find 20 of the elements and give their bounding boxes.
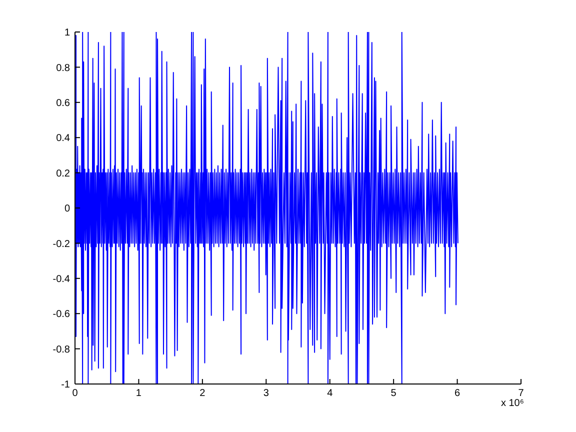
- y-tick-label: -0.8: [52, 344, 70, 356]
- x-tick-label: 4: [327, 388, 334, 400]
- x-tick-label: 6: [454, 388, 461, 400]
- y-tick-label: 1: [64, 28, 70, 39]
- x-tick-label: 5: [390, 388, 397, 400]
- y-tick-label: 0.2: [56, 168, 70, 180]
- y-tick-label: 0: [64, 204, 70, 215]
- text: x 10⁶: [500, 398, 524, 409]
- y-tick-label: -1: [61, 380, 70, 391]
- y-tick-label: 0.6: [56, 98, 70, 109]
- x-tick-label: 1: [136, 388, 142, 400]
- x-tick-label: 3: [263, 388, 270, 400]
- y-tick-label: 0.8: [56, 62, 70, 74]
- x-tick-label: 2: [200, 388, 206, 400]
- y-tick-label: 0.4: [56, 133, 70, 144]
- x-tick-label: 0: [72, 388, 78, 400]
- y-tick-label: -0.4: [52, 274, 70, 285]
- y-tick-label: -0.2: [52, 238, 70, 250]
- y-tick-label: -0.6: [52, 309, 70, 320]
- x-tick-label: 7: [518, 388, 524, 400]
